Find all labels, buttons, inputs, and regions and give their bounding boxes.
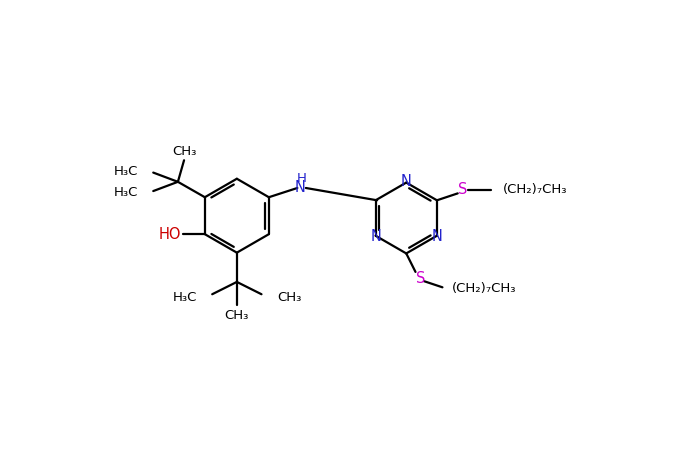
Text: HO: HO bbox=[158, 227, 181, 242]
Text: CH₃: CH₃ bbox=[277, 291, 301, 304]
Text: N: N bbox=[401, 174, 411, 189]
Text: S: S bbox=[458, 182, 468, 197]
Text: N: N bbox=[294, 180, 305, 195]
Text: (CH₂)₇CH₃: (CH₂)₇CH₃ bbox=[452, 282, 516, 295]
Text: CH₃: CH₃ bbox=[172, 144, 197, 158]
Text: N: N bbox=[370, 229, 381, 244]
Text: (CH₂)₇CH₃: (CH₂)₇CH₃ bbox=[503, 183, 568, 196]
Text: CH₃: CH₃ bbox=[224, 309, 249, 322]
Text: N: N bbox=[432, 229, 443, 244]
Text: S: S bbox=[416, 270, 426, 286]
Text: H₃C: H₃C bbox=[114, 186, 138, 199]
Text: H: H bbox=[296, 172, 306, 185]
Text: H₃C: H₃C bbox=[114, 165, 138, 178]
Text: H₃C: H₃C bbox=[173, 291, 197, 304]
